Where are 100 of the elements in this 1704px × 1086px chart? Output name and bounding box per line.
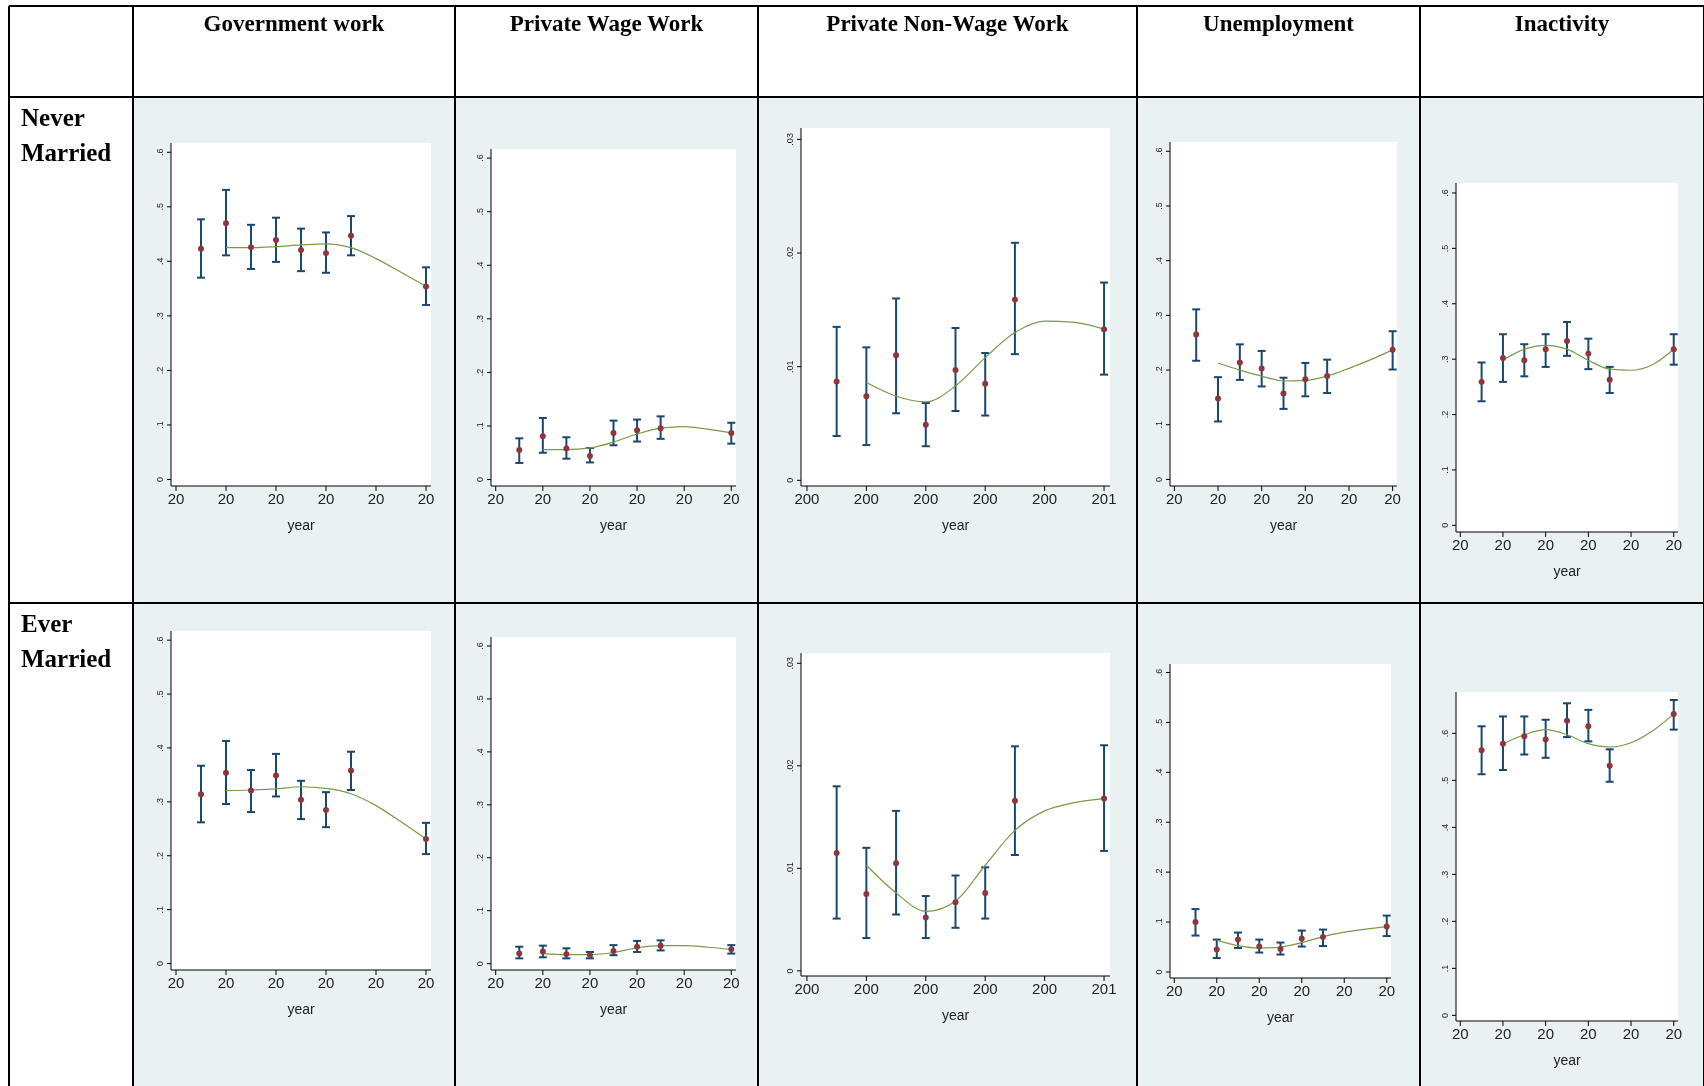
y-tick-label: .3 <box>155 798 165 806</box>
y-tick-label: .4 <box>1154 256 1164 265</box>
y-tick-label: .4 <box>475 748 485 756</box>
x-axis-title: year <box>287 517 315 533</box>
point <box>1215 395 1221 402</box>
x-tick-label: 20 <box>1580 1024 1597 1042</box>
y-tick-label: .6 <box>475 642 485 650</box>
point <box>728 429 735 436</box>
x-tick-label: 20 <box>628 973 646 991</box>
point <box>1478 747 1485 754</box>
y-tick-label: 0 <box>1154 476 1164 482</box>
point <box>1542 346 1549 353</box>
x-tick-label: 20 <box>1335 981 1353 999</box>
y-tick-label: .3 <box>1440 355 1450 363</box>
y-tick-label: .6 <box>1440 189 1450 197</box>
point <box>348 232 354 239</box>
x-tick-label: 20 <box>267 973 285 991</box>
x-tick-label: 20 <box>628 489 646 507</box>
x-tick-label: 201 <box>1091 489 1117 507</box>
x-tick-label: 20 <box>1166 489 1183 507</box>
y-tick-label: .4 <box>1440 823 1450 832</box>
y-tick-label: .3 <box>475 315 485 323</box>
x-tick-label: 20 <box>417 973 435 991</box>
point <box>323 250 329 257</box>
point <box>833 849 840 856</box>
chart-title: Government work <box>202 10 386 38</box>
point <box>198 245 204 252</box>
point <box>1478 378 1485 385</box>
point <box>273 772 279 779</box>
line-series <box>225 243 427 288</box>
x-axis-title: year <box>941 517 970 533</box>
y-tick-label: .6 <box>1154 147 1164 156</box>
x-tick-label: 20 <box>534 973 552 991</box>
point <box>248 787 254 794</box>
x-tick-label: 20 <box>722 489 740 507</box>
x-tick-label: 20 <box>367 489 385 507</box>
y-tick-label: .3 <box>1154 818 1164 827</box>
y-tick-label: .2 <box>475 854 485 862</box>
point <box>1101 326 1108 333</box>
x-tick-label: 20 <box>1340 489 1358 507</box>
x-tick-label: 20 <box>487 489 505 507</box>
point <box>1193 331 1200 338</box>
y-tick-label: 0 <box>155 476 165 482</box>
point <box>1236 359 1243 366</box>
x-tick-label: 20 <box>1494 1024 1512 1042</box>
y-tick-label: .6 <box>1440 729 1450 738</box>
point <box>1606 376 1613 383</box>
point <box>610 429 617 436</box>
x-tick-label: 20 <box>167 973 185 991</box>
x-tick-label: 20 <box>1165 981 1183 999</box>
y-tick-label: .1 <box>1440 466 1450 474</box>
point <box>1383 923 1390 930</box>
y-tick-label: .3 <box>475 801 485 809</box>
point <box>893 860 900 867</box>
point <box>1585 350 1592 357</box>
y-tick-label: .6 <box>155 148 165 157</box>
y-tick-label: 0 <box>155 961 165 967</box>
text: Ever Married <box>21 609 113 674</box>
y-tick-label: .2 <box>155 851 165 860</box>
x-tick-label: 200 <box>1032 489 1058 507</box>
point <box>586 453 593 459</box>
point <box>657 425 664 432</box>
x-tick-label: 20 <box>675 973 693 991</box>
x-tick-label: 20 <box>1296 489 1314 507</box>
y-tick-label: .01 <box>785 360 795 373</box>
point <box>1302 376 1309 383</box>
x-tick-label: 20 <box>1537 535 1554 553</box>
y-tick-label: .6 <box>155 636 165 644</box>
point <box>273 237 279 244</box>
x-tick-label: 201 <box>1091 979 1117 997</box>
point <box>1499 355 1506 362</box>
x-tick-label: 200 <box>972 979 998 997</box>
point <box>1499 740 1506 747</box>
y-tick-label: .5 <box>1440 776 1450 785</box>
x-axis-title: year <box>1266 1009 1295 1025</box>
x-tick-label: 20 <box>1378 981 1396 999</box>
point <box>1101 795 1108 802</box>
point <box>1235 936 1241 943</box>
x-tick-label: 200 <box>1032 979 1058 997</box>
point <box>863 393 870 400</box>
x-tick-label: 20 <box>1293 981 1311 999</box>
x-tick-label: 20 <box>267 489 285 507</box>
x-tick-label: 20 <box>1451 535 1469 553</box>
point <box>1192 919 1199 926</box>
y-tick-label: 0 <box>1440 522 1450 528</box>
y-tick-label: .02 <box>785 246 795 260</box>
chart-title: Inactivity <box>1513 10 1611 38</box>
x-tick-label: 20 <box>1209 489 1227 507</box>
text: Never Married <box>21 103 113 168</box>
point <box>1585 723 1592 730</box>
point <box>423 836 429 843</box>
y-tick-label: 0 <box>475 477 485 483</box>
y-tick-label: .5 <box>155 203 165 211</box>
x-tick-label: 20 <box>1494 535 1512 553</box>
x-tick-label: 20 <box>217 489 235 507</box>
point <box>1011 296 1018 303</box>
x-tick-label: 20 <box>167 489 185 507</box>
point <box>323 806 329 813</box>
y-tick-label: .5 <box>475 207 485 216</box>
point <box>1521 733 1528 740</box>
